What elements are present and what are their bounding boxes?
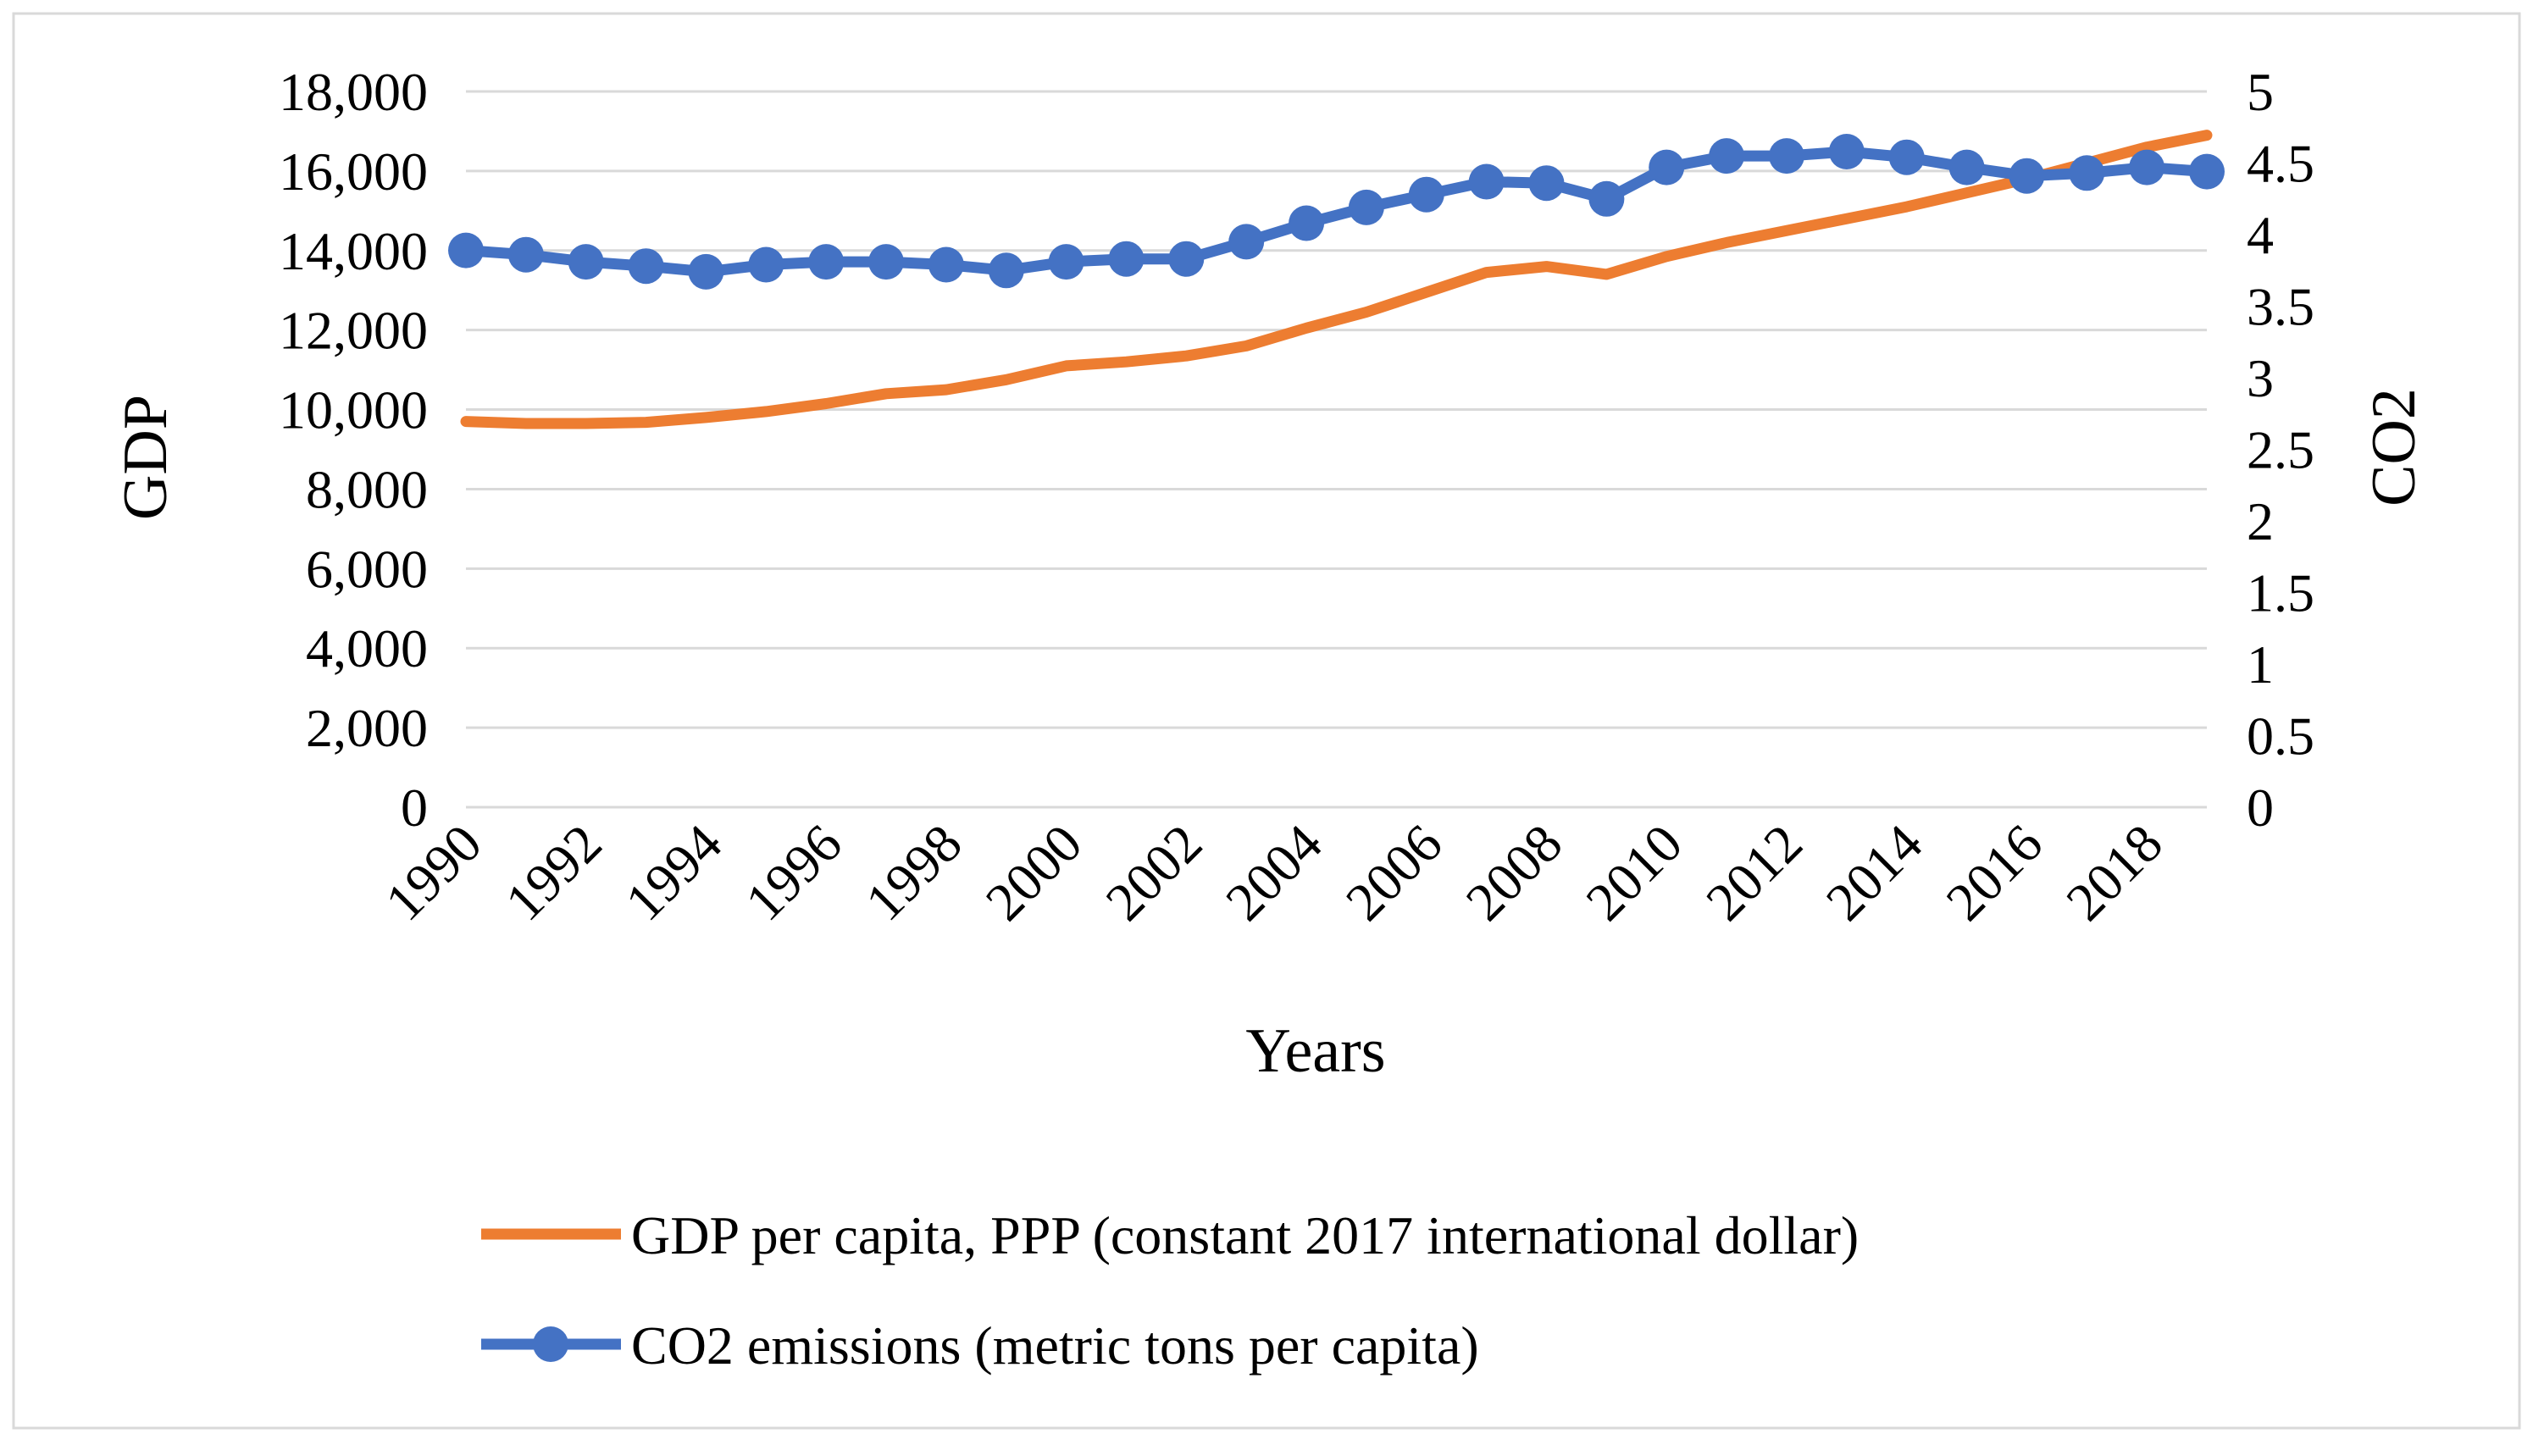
co2-data-point [1168,241,1205,277]
y-right-tick-label: 0 [2247,778,2274,838]
y-right-tick-label: 3 [2247,348,2274,408]
y-right-tick-label: 1.5 [2247,563,2314,623]
co2-data-point [1649,149,1685,185]
y-left-tick-label: 6,000 [306,539,428,599]
y-right-tick-label: 4.5 [2247,134,2314,194]
co2-data-point [628,248,664,285]
y-left-tick-label: 8,000 [306,459,428,519]
y-right-tick-labels: 0 0.5 1 1.5 2 2.5 3 3.5 4 4.5 5 [2247,62,2314,838]
co2-data-point [2009,158,2045,194]
y-left-tick-label: 16,000 [279,141,428,202]
co2-data-point [1528,165,1565,202]
y-left-tick-label: 18,000 [279,62,428,122]
y-right-axis-title: CO2 [2359,388,2429,507]
y-left-tick-label: 0 [401,778,428,838]
co2-data-point [1289,205,1325,241]
legend: GDP per capita, PPP (constant 2017 inter… [481,1205,1859,1376]
co2-data-point [568,244,604,280]
y-left-axis-title: GDP [111,395,180,520]
co2-data-point [988,252,1024,289]
legend-gdp-label: GDP per capita, PPP (constant 2017 inter… [631,1205,1859,1265]
legend-co2-marker [533,1326,568,1362]
co2-data-point [448,232,484,269]
y-left-tick-label: 10,000 [279,380,428,440]
co2-data-point [2069,155,2105,191]
gridlines [466,90,2207,809]
co2-data-point [1048,244,1084,280]
y-right-tick-label: 1 [2247,634,2274,695]
gdp-series-line [460,130,2213,429]
co2-data-point [1468,163,1505,200]
co2-data-point [1408,176,1444,213]
y-right-tick-label: 2.5 [2247,420,2314,480]
co2-data-point [1588,180,1625,217]
co2-data-point [1348,189,1384,225]
y-right-tick-label: 2 [2247,491,2274,551]
co2-data-point [808,244,845,280]
co2-data-point [1828,134,1865,169]
co2-data-point [748,246,784,283]
y-left-tick-label: 4,000 [306,618,428,678]
y-right-tick-label: 5 [2247,62,2274,122]
y-left-tick-label: 12,000 [279,301,428,361]
co2-data-point [868,244,904,280]
co2-data-point [1769,138,1804,174]
co2-data-point [688,253,724,290]
co2-data-point [507,236,544,273]
series-layer [448,130,2225,429]
co2-data-point [2129,149,2165,185]
co2-data-point [1709,138,1745,174]
co2-data-point [2189,153,2225,190]
y-right-tick-label: 0.5 [2247,706,2314,767]
y-right-tick-label: 4 [2247,205,2274,265]
co2-data-point [1888,139,1925,175]
x-axis-title: Years [1245,1016,1385,1086]
legend-co2-label: CO2 emissions (metric tons per capita) [631,1315,1479,1376]
co2-data-point [1948,149,1985,185]
co2-data-point [928,246,964,283]
y-right-tick-label: 3.5 [2247,277,2314,337]
y-left-tick-label: 14,000 [279,221,428,281]
y-left-tick-label: 2,000 [306,698,428,758]
co2-data-point [1228,224,1265,260]
co2-data-point [1108,241,1145,277]
y-left-tick-labels: 0 2,000 4,000 6,000 8,000 10,000 12,000 14,000 1… [279,62,428,838]
